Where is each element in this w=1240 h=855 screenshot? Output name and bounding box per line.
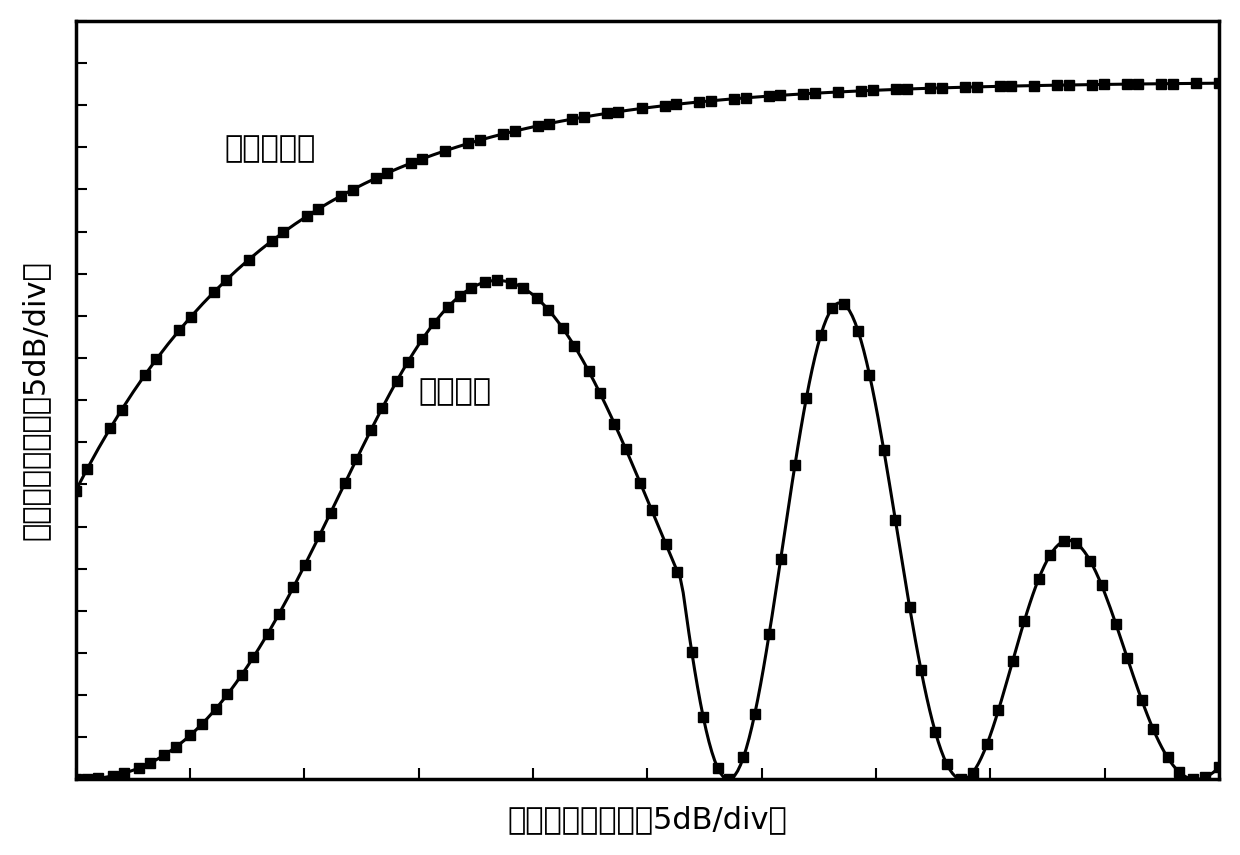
Text: 光子链路: 光子链路 (419, 377, 491, 406)
X-axis label: 归一化输入功率（5dB/div）: 归一化输入功率（5dB/div） (507, 805, 787, 834)
Text: 射频放大器: 射频放大器 (224, 134, 315, 163)
Y-axis label: 归一化输出功率（5dB/div）: 归一化输出功率（5dB/div） (21, 260, 50, 540)
